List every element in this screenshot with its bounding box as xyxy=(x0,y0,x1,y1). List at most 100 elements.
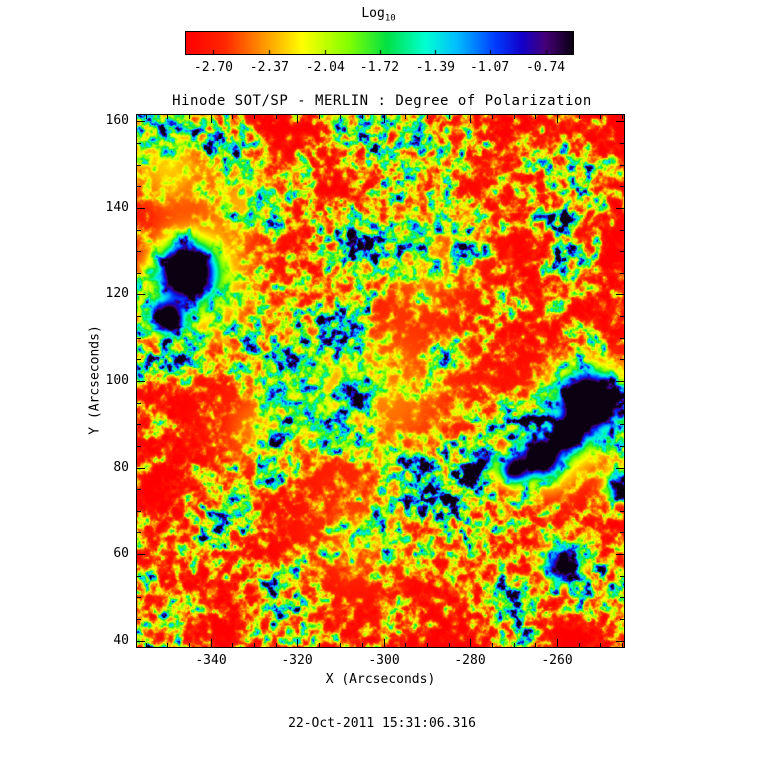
x-minor-tick xyxy=(405,643,406,647)
y-minor-tick xyxy=(620,251,624,252)
y-minor-tick xyxy=(137,338,141,339)
y-tick-label: 120 xyxy=(105,286,129,301)
x-minor-tick xyxy=(427,115,428,119)
y-minor-tick xyxy=(137,576,141,577)
y-tick-mark xyxy=(616,381,624,382)
plot-area: -340 -320 -300 -280 -260 40 60 80 100 120 140 160 xyxy=(106,113,625,668)
x-minor-tick xyxy=(449,115,450,119)
x-tick-mark xyxy=(297,115,298,123)
y-minor-tick xyxy=(620,143,624,144)
y-minor-tick xyxy=(137,532,141,533)
y-tick-mark xyxy=(616,641,624,642)
x-minor-tick xyxy=(319,115,320,119)
y-minor-tick xyxy=(620,338,624,339)
y-tick-mark xyxy=(137,468,145,469)
x-tick-mark xyxy=(384,639,385,647)
y-minor-tick xyxy=(137,359,141,360)
colorbar-title: Log10 xyxy=(185,6,572,24)
y-tick-mark xyxy=(137,208,145,209)
x-minor-tick xyxy=(600,115,601,119)
x-minor-tick xyxy=(622,643,623,647)
x-minor-tick xyxy=(232,115,233,119)
colorbar-tick-label: -2.70 xyxy=(193,60,234,75)
x-tick-mark xyxy=(211,639,212,647)
x-minor-tick xyxy=(146,643,147,647)
x-minor-tick xyxy=(535,643,536,647)
x-tick-label: -280 xyxy=(454,653,486,668)
x-minor-tick xyxy=(449,643,450,647)
colorbar-tick-label: -2.37 xyxy=(249,60,289,75)
y-minor-tick xyxy=(620,359,624,360)
x-minor-tick xyxy=(579,643,580,647)
y-minor-tick xyxy=(137,251,141,252)
y-axis-label: Y (Arcseconds) xyxy=(87,325,103,435)
x-tick-mark xyxy=(557,115,558,123)
y-minor-tick xyxy=(620,424,624,425)
y-tick-mark xyxy=(137,294,145,295)
y-tick-mark xyxy=(137,381,145,382)
x-minor-tick xyxy=(276,643,277,647)
x-minor-tick xyxy=(514,643,515,647)
x-tick-mark xyxy=(384,115,385,123)
x-minor-tick xyxy=(276,115,277,119)
colorbar xyxy=(185,31,574,55)
y-tick-mark xyxy=(616,468,624,469)
y-minor-tick xyxy=(137,165,141,166)
y-tick-label: 60 xyxy=(113,546,129,561)
x-tick-mark xyxy=(211,115,212,123)
x-tick-mark xyxy=(470,115,471,123)
x-minor-tick xyxy=(579,115,580,119)
y-tick-mark xyxy=(616,294,624,295)
y-tick-mark xyxy=(616,554,624,555)
y-minor-tick xyxy=(620,489,624,490)
y-minor-tick xyxy=(620,532,624,533)
x-minor-tick xyxy=(514,115,515,119)
y-tick-mark xyxy=(137,554,145,555)
y-minor-tick xyxy=(137,230,141,231)
colorbar-tick-label: -0.74 xyxy=(525,60,566,75)
y-tick-mark xyxy=(137,121,145,122)
x-minor-tick xyxy=(189,115,190,119)
axes-ticks: -340 -320 -300 -280 -260 40 60 80 100 120 140 160 xyxy=(106,113,624,668)
colorbar-tick-label: -1.39 xyxy=(415,60,455,75)
y-minor-tick xyxy=(620,511,624,512)
y-minor-tick xyxy=(620,576,624,577)
x-minor-tick xyxy=(319,643,320,647)
y-minor-tick xyxy=(620,403,624,404)
colorbar-tick-label: -1.72 xyxy=(359,60,400,75)
x-tick-label: -320 xyxy=(281,653,313,668)
x-tick-label: -340 xyxy=(195,653,227,668)
x-minor-tick xyxy=(405,115,406,119)
x-minor-tick xyxy=(189,643,190,647)
y-minor-tick xyxy=(620,446,624,447)
x-minor-tick xyxy=(254,115,255,119)
x-minor-tick xyxy=(167,643,168,647)
y-minor-tick xyxy=(620,619,624,620)
y-minor-tick xyxy=(620,316,624,317)
x-minor-tick xyxy=(600,643,601,647)
y-minor-tick xyxy=(137,316,141,317)
timestamp: 22-Oct-2011 15:31:06.316 xyxy=(288,716,476,731)
y-minor-tick xyxy=(137,403,141,404)
y-minor-tick xyxy=(620,230,624,231)
x-tick-label: -300 xyxy=(368,653,400,668)
x-axis-label: X (Arcseconds) xyxy=(325,672,436,687)
x-minor-tick xyxy=(492,643,493,647)
y-minor-tick xyxy=(137,489,141,490)
colorbar-tick-label: -1.07 xyxy=(470,60,510,75)
plot-title: Hinode SOT/SP - MERLIN : Degree of Polar… xyxy=(172,93,592,109)
x-tick-mark xyxy=(557,639,558,647)
x-minor-tick xyxy=(427,643,428,647)
y-minor-tick xyxy=(620,165,624,166)
y-minor-tick xyxy=(137,597,141,598)
y-minor-tick xyxy=(137,424,141,425)
y-tick-label: 140 xyxy=(105,200,129,215)
x-minor-tick xyxy=(340,643,341,647)
x-minor-tick xyxy=(254,643,255,647)
x-minor-tick xyxy=(362,643,363,647)
y-tick-mark xyxy=(616,208,624,209)
x-minor-tick xyxy=(232,643,233,647)
x-minor-tick xyxy=(362,115,363,119)
x-tick-mark xyxy=(470,639,471,647)
